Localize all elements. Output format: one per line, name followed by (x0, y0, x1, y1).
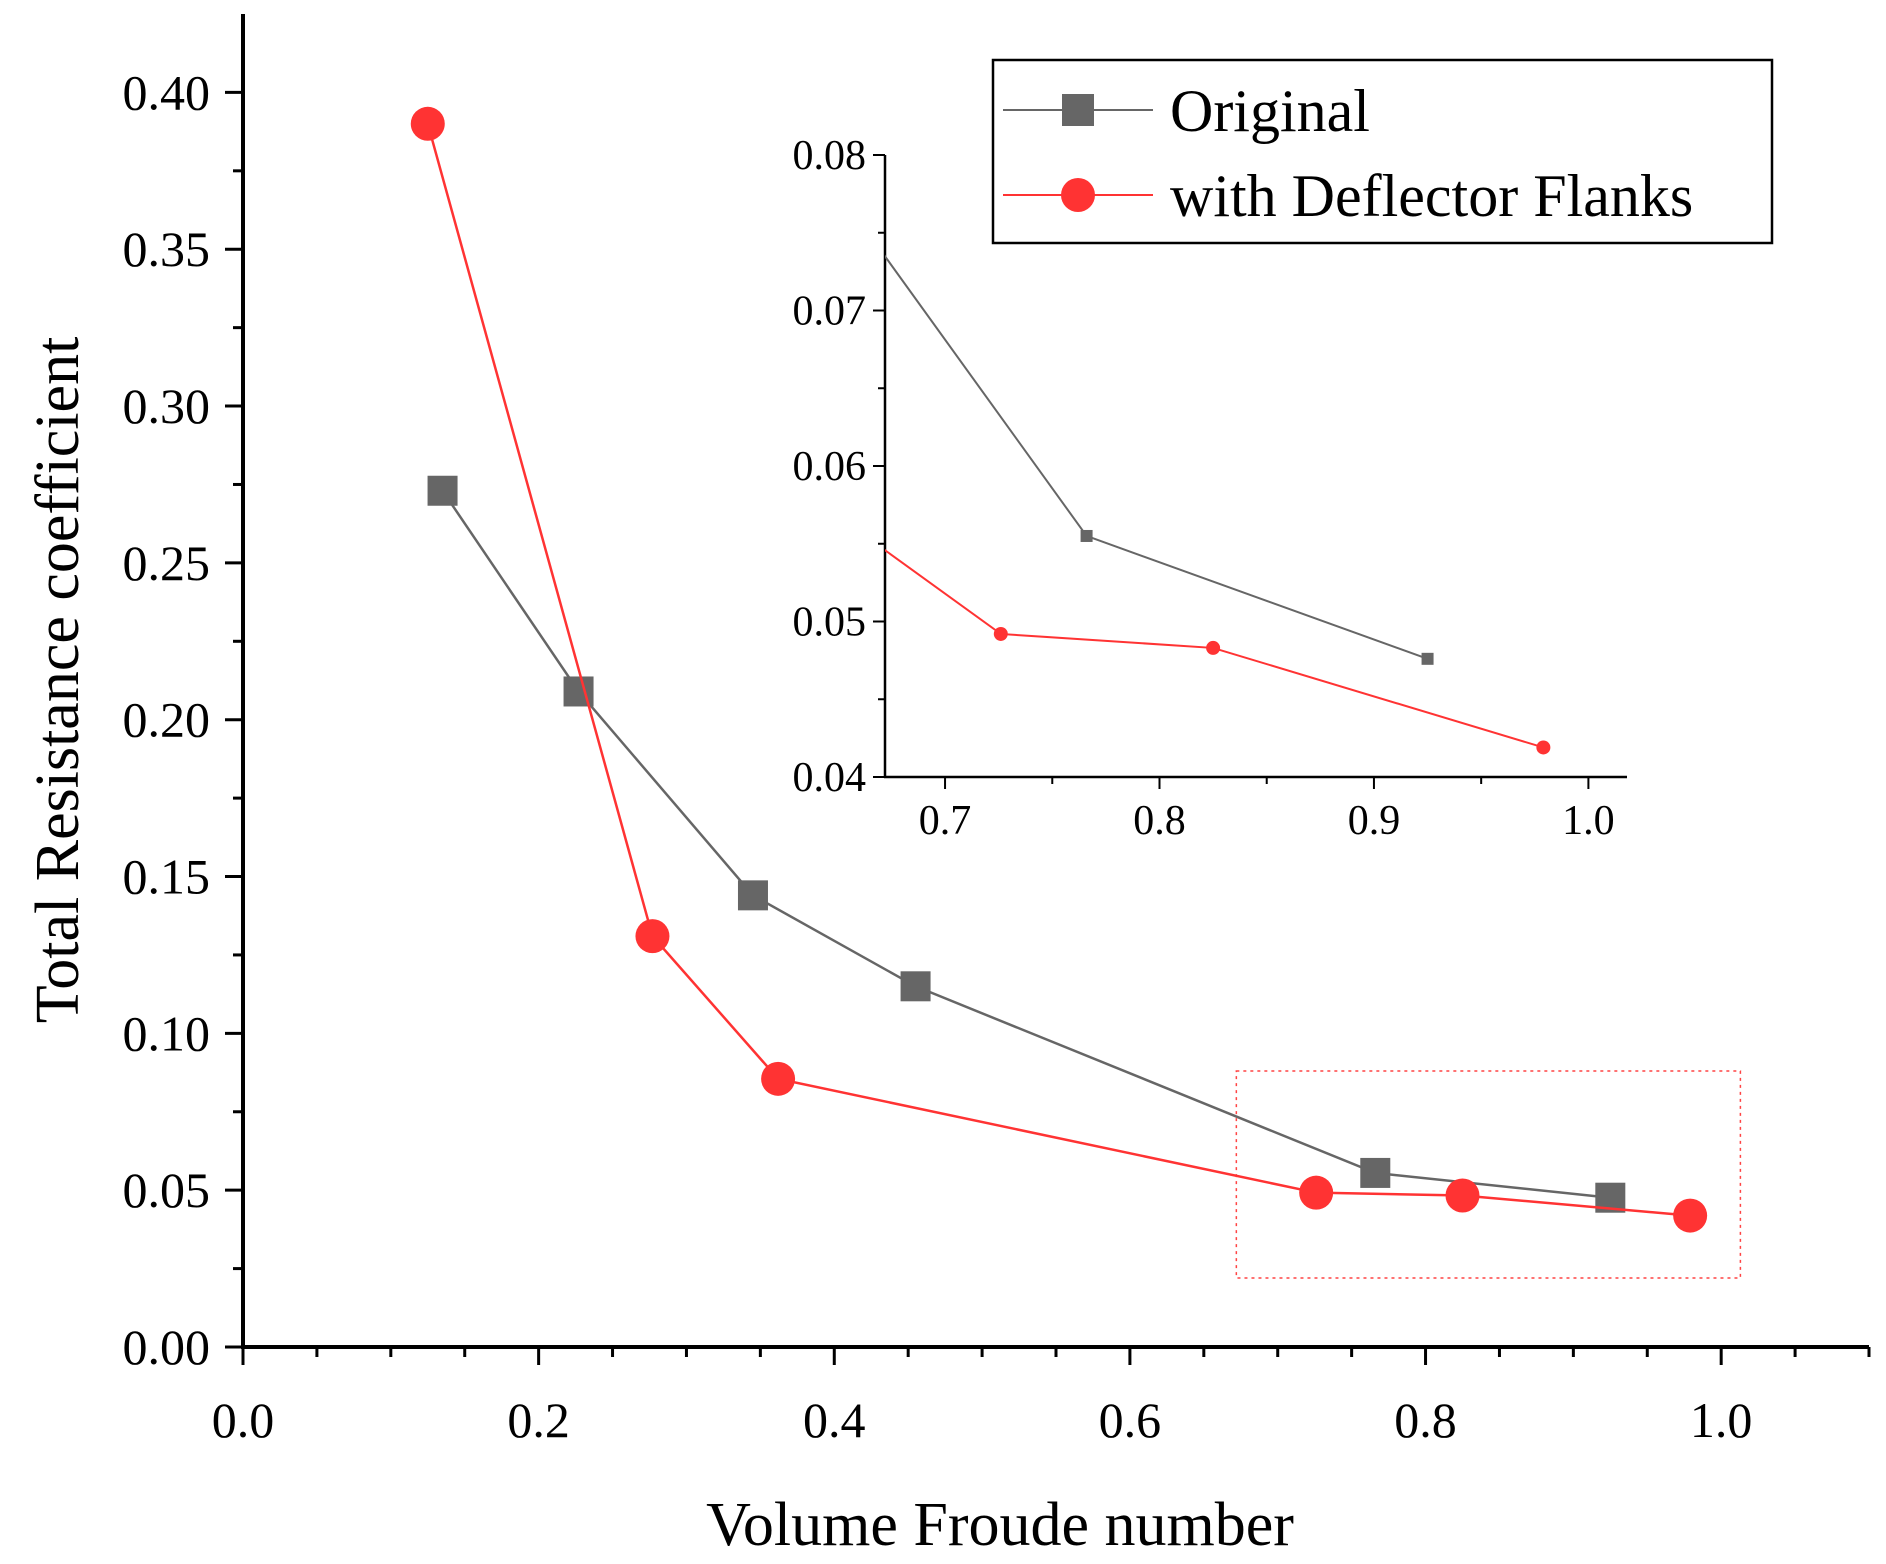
inset-y-tick-label: 0.05 (793, 600, 867, 646)
inset-y-tick-label: 0.08 (793, 133, 867, 179)
inset-data-point-original (1421, 652, 1434, 665)
inset-y-tick-label: 0.07 (793, 289, 867, 335)
x-axis-title: Volume Froude number (706, 1491, 1294, 1559)
inset-x-tick-label: 0.9 (1348, 798, 1401, 844)
legend-box (991, 58, 1774, 245)
x-tick-label: 0.8 (1394, 1392, 1457, 1448)
y-tick-label: 0.00 (123, 1319, 211, 1375)
data-point-deflector (1673, 1198, 1708, 1233)
inset-x-tick-label: 0.8 (1133, 798, 1186, 844)
inset-y-axis-ticks: 0.04 0.05 0.06 0.07 0.08 (793, 133, 885, 801)
data-point-deflector (1299, 1175, 1334, 1210)
main-series (410, 106, 1708, 1233)
inset-x-tick-label: 1.0 (1562, 798, 1615, 844)
data-point-deflector (635, 919, 670, 954)
y-tick-label: 0.35 (123, 221, 211, 277)
y-tick-label: 0.40 (123, 64, 211, 120)
y-axis-title: Total Resistance coefficient (24, 337, 92, 1024)
data-point-original (427, 475, 458, 506)
legend-label-deflector: with Deflector Flanks (1170, 163, 1693, 229)
series-line-original (441, 490, 1611, 1199)
series-line-deflector (426, 123, 1691, 1217)
x-tick-label: 0.2 (507, 1392, 570, 1448)
inset-series (885, 254, 1551, 755)
y-tick-label: 0.25 (123, 535, 211, 591)
data-point-original (900, 971, 931, 1002)
data-point-deflector (761, 1061, 796, 1096)
y-tick-label: 0.15 (123, 849, 211, 905)
data-point-deflector (1445, 1178, 1480, 1213)
data-point-original (1360, 1157, 1391, 1188)
legend: Original with Deflector Flanks (991, 58, 1774, 245)
data-point-deflector (410, 106, 445, 141)
y-tick-label: 0.30 (123, 378, 211, 434)
inset-data-point-original (1080, 529, 1093, 542)
inset-data-point-deflector (1536, 740, 1551, 755)
zoom-highlight-region (1235, 1070, 1742, 1279)
data-point-original (563, 676, 594, 707)
legend-marker-original (1062, 94, 1094, 126)
y-tick-label: 0.20 (123, 692, 211, 748)
y-tick-label: 0.05 (123, 1162, 211, 1218)
x-tick-label: 0.0 (212, 1392, 275, 1448)
x-tick-label: 1.0 (1690, 1392, 1753, 1448)
inset-x-axis-ticks: 0.7 0.8 0.9 1.0 (919, 777, 1615, 844)
data-point-original (737, 880, 768, 911)
inset-x-tick-label: 0.7 (919, 798, 972, 844)
x-tick-label: 0.6 (1099, 1392, 1162, 1448)
x-tick-label: 0.4 (803, 1392, 866, 1448)
inset-data-point-deflector (993, 626, 1008, 641)
inset-data-point-deflector (1206, 640, 1221, 655)
x-axis-ticks: 0.0 0.2 0.4 0.6 0.8 1.0 (212, 1347, 1871, 1448)
inset-y-tick-label: 0.04 (793, 755, 867, 801)
inset-y-tick-label: 0.06 (793, 444, 867, 490)
inset-series-line-deflector (885, 548, 1544, 749)
legend-label-original: Original (1170, 78, 1370, 144)
y-axis-ticks: 0.00 0.05 0.10 0.15 0.20 0.25 0.30 0.35 0.40 (123, 64, 243, 1375)
inset-series-line-original (885, 254, 1428, 660)
legend-marker-deflector (1061, 178, 1095, 212)
y-tick-label: 0.10 (123, 1005, 211, 1061)
main-plot: 0.0 0.2 0.4 0.6 0.8 1.0 0.000.050.100.150.200… (24, 14, 1871, 1559)
inset-plot: 0.7 0.8 0.9 1.0 0.04 0.05 0.06 0.07 0.08 (793, 133, 1627, 844)
